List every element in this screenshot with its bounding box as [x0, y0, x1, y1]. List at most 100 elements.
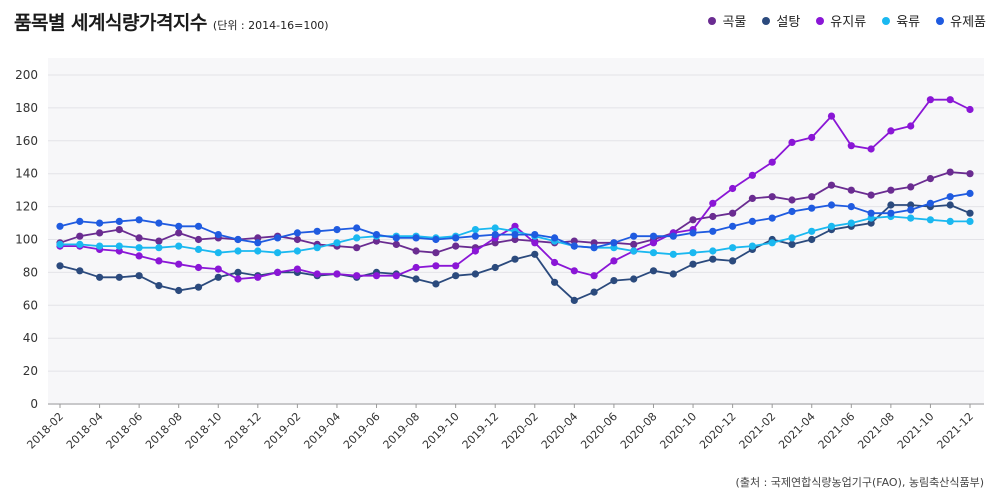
data-point[interactable] — [471, 247, 479, 255]
data-point[interactable] — [649, 267, 658, 275]
data-point[interactable] — [412, 247, 420, 255]
data-point[interactable] — [827, 222, 836, 230]
data-point[interactable] — [649, 232, 658, 240]
data-point[interactable] — [729, 184, 737, 193]
data-point[interactable] — [372, 231, 381, 239]
data-point[interactable] — [709, 212, 717, 221]
data-point[interactable] — [333, 226, 341, 234]
data-point[interactable] — [907, 214, 915, 222]
data-point[interactable] — [847, 203, 855, 211]
data-point[interactable] — [175, 242, 183, 250]
data-point[interactable] — [966, 170, 974, 178]
data-point[interactable] — [867, 209, 875, 217]
data-point[interactable] — [808, 204, 816, 212]
data-point[interactable] — [768, 239, 776, 247]
data-point[interactable] — [946, 217, 954, 225]
data-point[interactable] — [76, 267, 84, 275]
data-point[interactable] — [590, 288, 598, 296]
data-point[interactable] — [491, 263, 499, 272]
data-point[interactable] — [56, 222, 64, 230]
data-point[interactable] — [610, 277, 618, 285]
data-point[interactable] — [847, 186, 855, 194]
data-point[interactable] — [748, 171, 757, 179]
data-point[interactable] — [610, 257, 618, 265]
data-point[interactable] — [293, 247, 301, 255]
data-point[interactable] — [847, 142, 855, 150]
data-point[interactable] — [649, 239, 658, 247]
data-point[interactable] — [135, 244, 143, 252]
data-point[interactable] — [194, 222, 203, 230]
data-point[interactable] — [175, 229, 183, 237]
data-point[interactable] — [333, 239, 341, 247]
data-point[interactable] — [491, 224, 499, 232]
data-point[interactable] — [551, 278, 559, 286]
data-point[interactable] — [214, 249, 222, 257]
data-point[interactable] — [194, 283, 203, 291]
data-point[interactable] — [155, 257, 163, 265]
data-point[interactable] — [511, 222, 519, 230]
data-point[interactable] — [274, 268, 282, 276]
data-point[interactable] — [155, 282, 163, 290]
data-point[interactable] — [392, 240, 400, 248]
data-point[interactable] — [907, 206, 915, 214]
data-point[interactable] — [827, 201, 836, 209]
data-point[interactable] — [570, 237, 578, 245]
data-point[interactable] — [392, 272, 400, 280]
data-point[interactable] — [115, 217, 123, 225]
data-point[interactable] — [827, 112, 836, 120]
data-point[interactable] — [313, 244, 321, 252]
data-point[interactable] — [412, 234, 420, 242]
data-point[interactable] — [313, 270, 321, 278]
data-point[interactable] — [748, 194, 757, 202]
legend-item[interactable]: 설탕 — [762, 11, 800, 30]
data-point[interactable] — [610, 239, 618, 247]
data-point[interactable] — [115, 226, 123, 234]
data-point[interactable] — [175, 222, 183, 230]
data-point[interactable] — [471, 226, 479, 234]
data-point[interactable] — [689, 260, 697, 268]
data-point[interactable] — [570, 267, 578, 275]
data-point[interactable] — [808, 193, 816, 201]
legend-item[interactable]: 유제품 — [936, 11, 986, 30]
data-point[interactable] — [452, 262, 460, 270]
data-point[interactable] — [808, 227, 816, 235]
data-point[interactable] — [946, 168, 954, 176]
data-point[interactable] — [135, 272, 143, 280]
data-point[interactable] — [867, 191, 875, 199]
data-point[interactable] — [313, 227, 321, 235]
data-point[interactable] — [966, 105, 974, 114]
data-point[interactable] — [234, 275, 242, 283]
data-point[interactable] — [729, 257, 737, 265]
data-point[interactable] — [155, 244, 163, 252]
data-point[interactable] — [293, 235, 301, 244]
data-point[interactable] — [946, 201, 954, 209]
data-point[interactable] — [926, 199, 935, 207]
data-point[interactable] — [214, 265, 222, 273]
data-point[interactable] — [729, 222, 737, 230]
data-point[interactable] — [471, 232, 479, 240]
data-point[interactable] — [135, 252, 143, 260]
data-point[interactable] — [709, 227, 717, 235]
data-point[interactable] — [96, 273, 104, 281]
data-point[interactable] — [56, 240, 64, 248]
data-point[interactable] — [254, 273, 262, 281]
data-point[interactable] — [808, 235, 816, 244]
legend-item[interactable]: 육류 — [882, 11, 920, 30]
data-point[interactable] — [630, 232, 638, 240]
data-point[interactable] — [254, 239, 262, 247]
data-point[interactable] — [353, 234, 361, 242]
data-point[interactable] — [590, 272, 598, 280]
data-point[interactable] — [709, 255, 717, 263]
data-point[interactable] — [392, 234, 400, 242]
data-point[interactable] — [551, 258, 559, 267]
data-point[interactable] — [531, 250, 539, 258]
data-point[interactable] — [353, 224, 361, 232]
data-point[interactable] — [966, 209, 974, 217]
data-point[interactable] — [946, 96, 954, 104]
data-point[interactable] — [135, 216, 143, 224]
data-point[interactable] — [452, 242, 460, 250]
data-point[interactable] — [412, 275, 420, 283]
legend-item[interactable]: 유지류 — [816, 11, 866, 30]
legend-item[interactable]: 곡물 — [708, 11, 746, 30]
data-point[interactable] — [274, 249, 282, 257]
